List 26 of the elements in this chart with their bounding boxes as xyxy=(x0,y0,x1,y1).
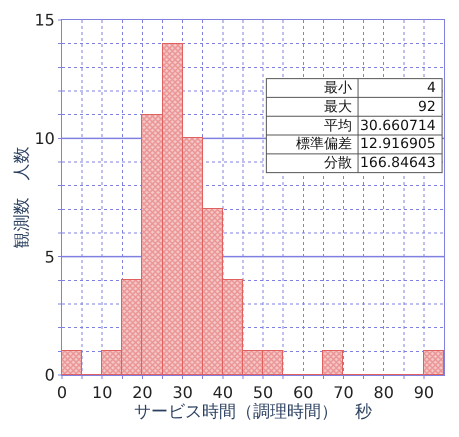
x-axis-title: サービス時間（調理時間） 秒 xyxy=(134,402,372,422)
annotation: 最小 xyxy=(324,80,352,96)
x-tick-label: 20 xyxy=(132,383,153,402)
annotation: 30.660714 xyxy=(360,118,436,134)
x-tick-label: 80 xyxy=(374,383,394,402)
x-tick-label: 50 xyxy=(252,383,274,402)
y-tick-label: 10 xyxy=(34,128,55,148)
x-tick-label: 0 xyxy=(56,383,68,402)
annotation: 4 xyxy=(427,80,436,96)
annotation: 標準偏差 xyxy=(296,136,352,152)
annotation: 12.916905 xyxy=(360,136,436,152)
x-tick-label: 30 xyxy=(172,383,193,402)
x-tick-label: 70 xyxy=(333,383,354,402)
y-tick-label: 15 xyxy=(34,10,55,30)
annotation: 平均 xyxy=(324,118,352,134)
x-tick-label: 10 xyxy=(92,383,112,402)
x-tick-label: 40 xyxy=(212,383,234,402)
annotation: 166.84643 xyxy=(360,155,436,171)
annotation: 92 xyxy=(418,99,436,115)
x-tick-label: 90 xyxy=(414,383,434,402)
annotation: 最大 xyxy=(324,99,352,115)
y-tick-label: 5 xyxy=(44,247,55,266)
x-tick-label: 60 xyxy=(293,383,314,402)
y-axis-title: 観測数 人数 xyxy=(12,146,32,248)
annotation: 分散 xyxy=(324,155,352,171)
y-tick-label: 0 xyxy=(44,366,55,385)
